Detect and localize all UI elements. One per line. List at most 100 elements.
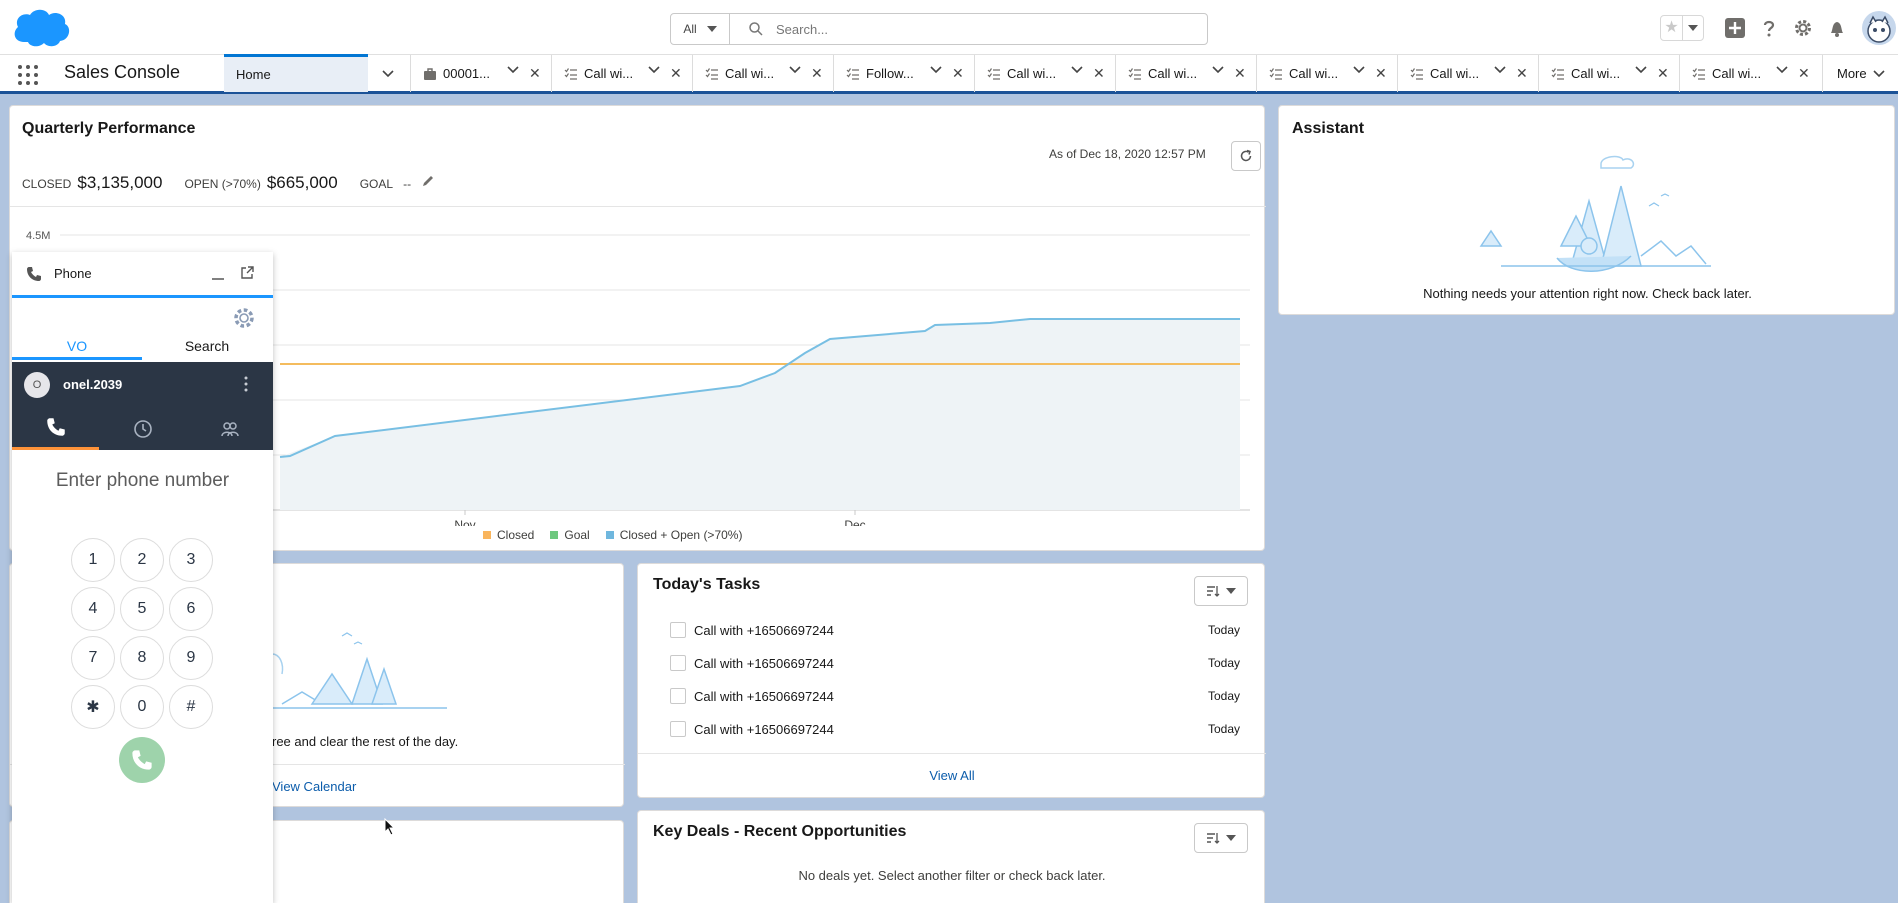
keypad-key[interactable]: # <box>169 685 213 729</box>
star-icon[interactable]: ★ <box>1661 16 1683 40</box>
contacts-tab[interactable] <box>186 407 273 450</box>
pencil-icon[interactable] <box>421 174 435 188</box>
deals-filter-button[interactable] <box>1194 823 1248 853</box>
search-icon <box>749 22 763 36</box>
phone-tabs: VO Search <box>12 332 273 360</box>
workspace-tabs: 00001... ✕ Call wi... ✕ Call wi... ✕ Follow...… <box>410 55 1820 92</box>
workspace-tab[interactable]: 00001... ✕ <box>410 55 551 92</box>
gear-icon[interactable] <box>232 306 256 330</box>
legend-item-closed-open[interactable]: Closed + Open (>70%) <box>605 528 742 542</box>
chevron-down-icon[interactable] <box>1071 66 1083 74</box>
task-checkbox[interactable] <box>670 622 686 638</box>
close-icon[interactable]: ✕ <box>1093 65 1105 81</box>
keypad-key[interactable]: 8 <box>120 636 164 680</box>
keypad-key[interactable]: 4 <box>71 587 115 631</box>
keypad-key[interactable]: 6 <box>169 587 213 631</box>
goal-value: -- <box>403 177 412 191</box>
user-avatar[interactable] <box>1862 11 1896 45</box>
close-icon[interactable]: ✕ <box>1798 65 1810 81</box>
close-icon[interactable]: ✕ <box>952 65 964 81</box>
task-name-link[interactable]: Call with +16506697244 <box>694 655 834 671</box>
tab-label: Follow... <box>866 66 914 81</box>
chevron-down-icon[interactable] <box>1353 66 1365 74</box>
more-tabs-button[interactable]: More <box>1822 55 1898 92</box>
keypad-key[interactable]: 2 <box>120 538 164 582</box>
chevron-down-icon[interactable] <box>1494 66 1506 74</box>
keypad-key[interactable]: 3 <box>169 538 213 582</box>
chevron-down-icon[interactable] <box>648 66 660 74</box>
app-name: Sales Console <box>64 62 181 82</box>
close-icon[interactable]: ✕ <box>811 65 823 81</box>
tab-home[interactable]: Home <box>224 54 368 92</box>
legend-item-goal[interactable]: Goal <box>550 528 590 542</box>
call-button[interactable] <box>119 737 165 783</box>
task-name-link[interactable]: Call with +16506697244 <box>694 622 834 638</box>
task-checkbox[interactable] <box>670 721 686 737</box>
help-button[interactable] <box>1752 11 1786 45</box>
task-name-link[interactable]: Call with +16506697244 <box>694 688 834 704</box>
favorites-group: ★ <box>1660 15 1704 41</box>
chevron-down-icon[interactable] <box>1212 66 1224 74</box>
workspace-tab[interactable]: Call wi... ✕ <box>1256 55 1397 92</box>
task-icon <box>705 67 718 80</box>
search-scope-select[interactable]: All <box>671 14 730 44</box>
kebab-menu-icon[interactable] <box>244 376 248 392</box>
chevron-down-icon[interactable] <box>1635 66 1647 74</box>
open-label: OPEN (>70%) <box>184 177 261 191</box>
view-calendar-link[interactable]: View Calendar <box>272 779 357 794</box>
close-icon[interactable]: ✕ <box>1657 65 1669 81</box>
workspace-tab[interactable]: Call wi... ✕ <box>551 55 692 92</box>
chevron-down-icon[interactable] <box>507 66 519 74</box>
close-icon[interactable]: ✕ <box>529 65 541 81</box>
global-actions-button[interactable] <box>1718 11 1752 45</box>
popout-icon[interactable] <box>240 266 254 280</box>
close-icon[interactable]: ✕ <box>670 65 682 81</box>
setup-button[interactable] <box>1786 11 1820 45</box>
dialer-tab[interactable] <box>12 407 99 450</box>
favorites-menu-button[interactable] <box>1683 25 1703 31</box>
keypad-key[interactable]: 7 <box>71 636 115 680</box>
notifications-button[interactable] <box>1820 11 1854 45</box>
close-icon[interactable]: ✕ <box>1516 65 1528 81</box>
keypad-key[interactable]: ✱ <box>71 685 115 729</box>
workspace-tab[interactable]: Call wi... ✕ <box>1115 55 1256 92</box>
legend-item-closed[interactable]: Closed <box>483 528 534 542</box>
chevron-down-icon[interactable] <box>789 66 801 74</box>
minimize-icon[interactable] <box>212 268 224 280</box>
tab-vo[interactable]: VO <box>12 332 142 360</box>
close-icon[interactable]: ✕ <box>1234 65 1246 81</box>
chevron-down-icon[interactable] <box>930 66 942 74</box>
workspace-tab[interactable]: Call wi... ✕ <box>1397 55 1538 92</box>
app-launcher-icon[interactable] <box>18 65 40 85</box>
phone-number-input[interactable] <box>12 470 273 492</box>
history-tab[interactable] <box>99 407 186 450</box>
view-all-link[interactable]: View All <box>929 768 975 783</box>
navigation-menu-button[interactable] <box>376 65 400 83</box>
tab-search[interactable]: Search <box>184 338 230 354</box>
chevron-down-icon <box>1226 588 1236 594</box>
chevron-down-icon[interactable] <box>1776 66 1788 74</box>
task-checkbox[interactable] <box>670 655 686 671</box>
keypad-key[interactable]: 5 <box>120 587 164 631</box>
workspace-tab[interactable]: Call wi... ✕ <box>1679 55 1820 92</box>
as-of-timestamp: As of Dec 18, 2020 12:57 PM <box>1049 147 1206 161</box>
workspace-tab[interactable]: Call wi... ✕ <box>1538 55 1679 92</box>
keypad-key[interactable]: 1 <box>71 538 115 582</box>
workspace-tab[interactable]: Follow... ✕ <box>833 55 974 92</box>
close-icon[interactable]: ✕ <box>1375 65 1387 81</box>
keypad-key[interactable]: 9 <box>169 636 213 680</box>
task-filter-button[interactable] <box>1194 576 1248 606</box>
task-row: Call with +16506697244 Today <box>670 719 1240 739</box>
task-checkbox[interactable] <box>670 688 686 704</box>
workspace-tab[interactable]: Call wi... ✕ <box>692 55 833 92</box>
salesforce-logo[interactable] <box>10 6 72 50</box>
divider <box>638 753 1266 754</box>
card-title: Quarterly Performance <box>22 120 196 137</box>
refresh-button[interactable] <box>1231 141 1261 171</box>
task-name-link[interactable]: Call with +16506697244 <box>694 721 834 737</box>
workspace-tab[interactable]: Call wi... ✕ <box>974 55 1115 92</box>
keypad-key[interactable]: 0 <box>120 685 164 729</box>
dial-keypad: 1 2 3 4 5 6 7 8 9 ✱ 0 # <box>71 538 213 729</box>
chevron-down-icon <box>1873 69 1885 77</box>
search-input[interactable] <box>776 21 1156 37</box>
